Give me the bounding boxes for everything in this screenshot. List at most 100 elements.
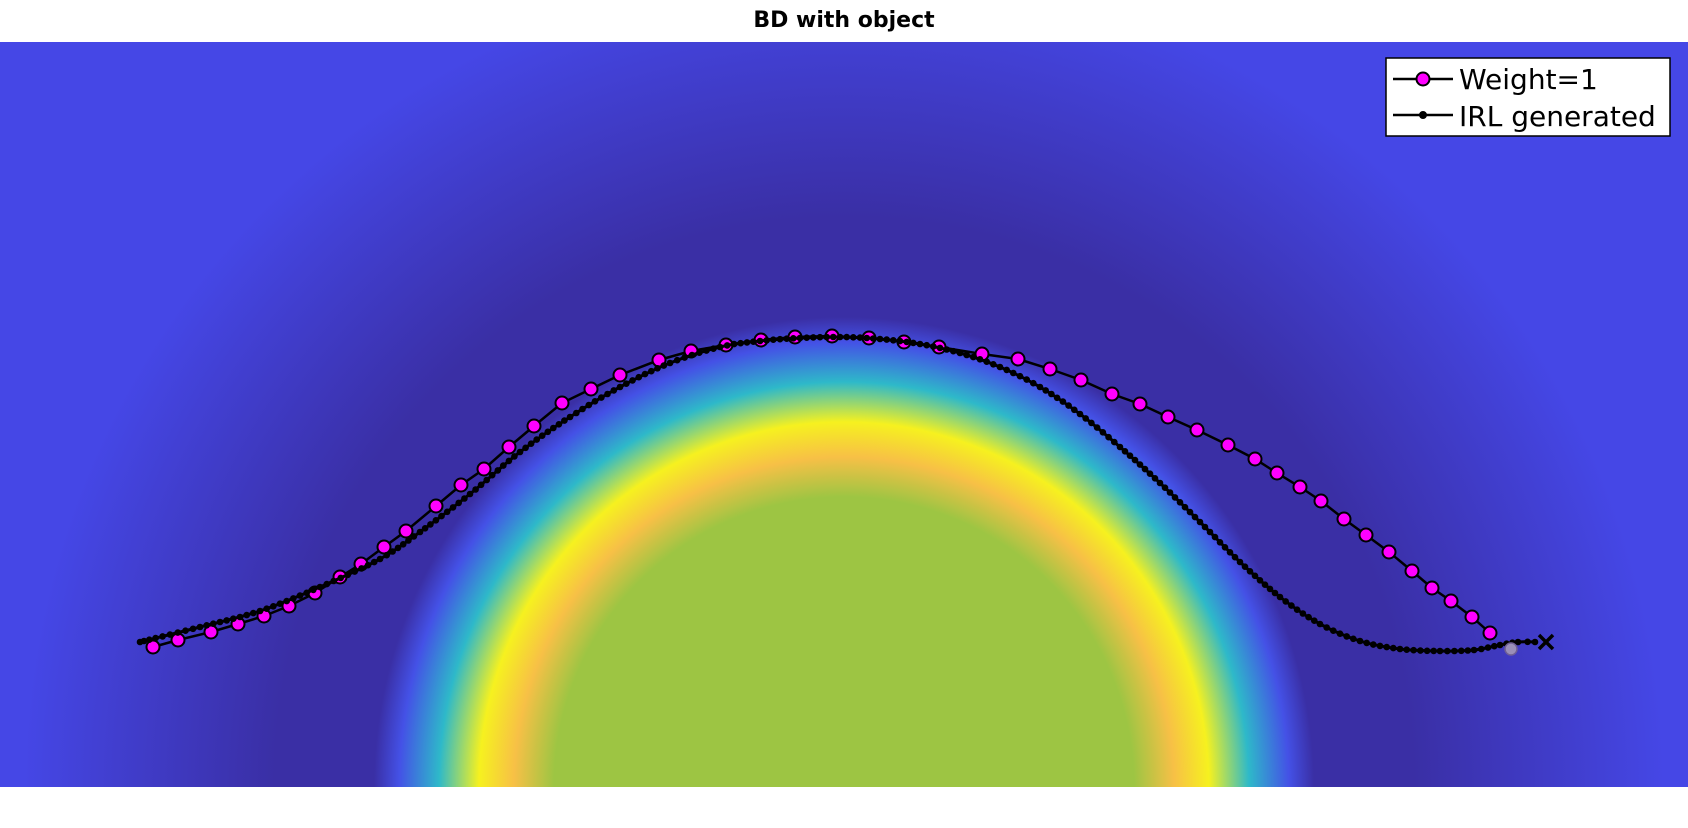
data-point — [477, 481, 485, 489]
legend-label-weight: Weight=1 — [1459, 63, 1598, 96]
data-point — [1478, 645, 1485, 653]
data-point — [243, 611, 250, 619]
data-point — [554, 395, 570, 411]
data-point — [505, 457, 513, 465]
data-point — [1189, 422, 1205, 438]
data-point — [863, 334, 870, 342]
data-point — [1176, 499, 1184, 506]
data-point — [1403, 646, 1410, 653]
end-x-marker — [1537, 633, 1555, 651]
data-point — [1071, 406, 1078, 414]
data-point — [1186, 508, 1194, 516]
legend-marker-weight — [1415, 71, 1431, 87]
data-point — [1299, 610, 1307, 617]
data-point — [1132, 396, 1148, 412]
data-point — [174, 629, 182, 636]
data-point — [1059, 398, 1067, 405]
data-point — [1042, 361, 1058, 377]
data-point — [410, 533, 418, 540]
data-point — [850, 334, 857, 341]
data-point — [370, 558, 378, 566]
data-point — [461, 495, 468, 502]
data-point — [216, 618, 224, 626]
data-point — [950, 347, 957, 355]
data-point — [1266, 585, 1274, 593]
data-point — [376, 539, 392, 555]
data-point — [203, 622, 210, 629]
data-point — [364, 561, 372, 569]
data-point — [1336, 630, 1344, 637]
goal-marker-faded — [1504, 642, 1518, 656]
data-point — [466, 490, 474, 498]
data-point — [527, 440, 535, 448]
data-point — [1356, 637, 1364, 645]
data-point — [612, 367, 628, 383]
data-point — [1444, 647, 1451, 655]
data-point — [1269, 465, 1285, 481]
data-point — [1436, 647, 1444, 655]
data-point — [399, 541, 407, 548]
data-point — [681, 354, 688, 361]
data-point — [438, 512, 445, 520]
data-point — [223, 617, 230, 624]
data-point — [1313, 493, 1329, 509]
data-point — [1099, 429, 1107, 436]
data-point — [641, 370, 649, 378]
data-point — [963, 351, 970, 359]
data-point — [776, 335, 784, 343]
data-point — [1282, 598, 1289, 605]
data-point — [394, 544, 402, 552]
data-point — [1390, 644, 1397, 652]
data-point — [316, 583, 324, 591]
legend-box — [1385, 57, 1671, 137]
data-point — [723, 342, 731, 349]
data-point — [783, 335, 790, 343]
data-point — [1404, 563, 1420, 579]
data-point — [182, 627, 189, 634]
data-point — [573, 409, 580, 417]
data-point — [210, 620, 217, 627]
data-point — [1423, 647, 1431, 655]
data-point — [1036, 383, 1044, 391]
data-point — [145, 639, 161, 655]
data-point — [1524, 638, 1531, 646]
data-point — [1350, 635, 1357, 643]
data-point — [610, 387, 618, 394]
data-point — [290, 595, 297, 602]
data-point — [696, 349, 703, 357]
data-point — [323, 580, 331, 588]
data-point — [1161, 484, 1169, 492]
data-point — [1293, 606, 1301, 613]
data-point — [956, 349, 964, 357]
data-point — [635, 373, 643, 381]
data-point — [1464, 647, 1472, 654]
data-point — [870, 335, 877, 342]
data-point — [449, 504, 457, 511]
data-point — [1016, 372, 1024, 380]
data-point — [501, 439, 517, 455]
data-point — [810, 334, 817, 341]
data-point — [770, 336, 777, 344]
data-point — [1241, 563, 1249, 570]
data-point — [337, 574, 345, 582]
data-point — [666, 359, 674, 367]
data-point — [1048, 390, 1055, 398]
data-point — [1323, 624, 1330, 631]
data-point — [1104, 386, 1120, 402]
data-point — [1376, 642, 1384, 650]
data-point — [494, 467, 502, 474]
data-point — [903, 338, 910, 346]
chart-title: BD with object — [753, 8, 935, 33]
data-point — [996, 363, 1004, 371]
data-point — [916, 340, 924, 348]
data-point — [673, 356, 681, 364]
data-point — [1181, 503, 1189, 511]
data-point — [1381, 544, 1397, 560]
data-point — [790, 335, 797, 342]
data-point — [1261, 581, 1269, 588]
data-point — [1196, 518, 1204, 526]
data-point — [1251, 572, 1259, 580]
data-point — [1053, 394, 1061, 402]
data-point — [883, 336, 890, 343]
